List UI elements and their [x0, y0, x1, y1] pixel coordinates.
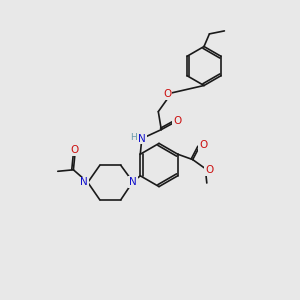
Text: O: O — [199, 140, 207, 151]
Text: N: N — [138, 134, 146, 144]
Text: O: O — [71, 145, 79, 155]
Text: N: N — [129, 177, 137, 187]
Text: O: O — [173, 116, 181, 126]
Text: O: O — [163, 89, 171, 99]
Text: N: N — [80, 177, 88, 188]
Text: H: H — [130, 133, 137, 142]
Text: O: O — [205, 165, 213, 175]
